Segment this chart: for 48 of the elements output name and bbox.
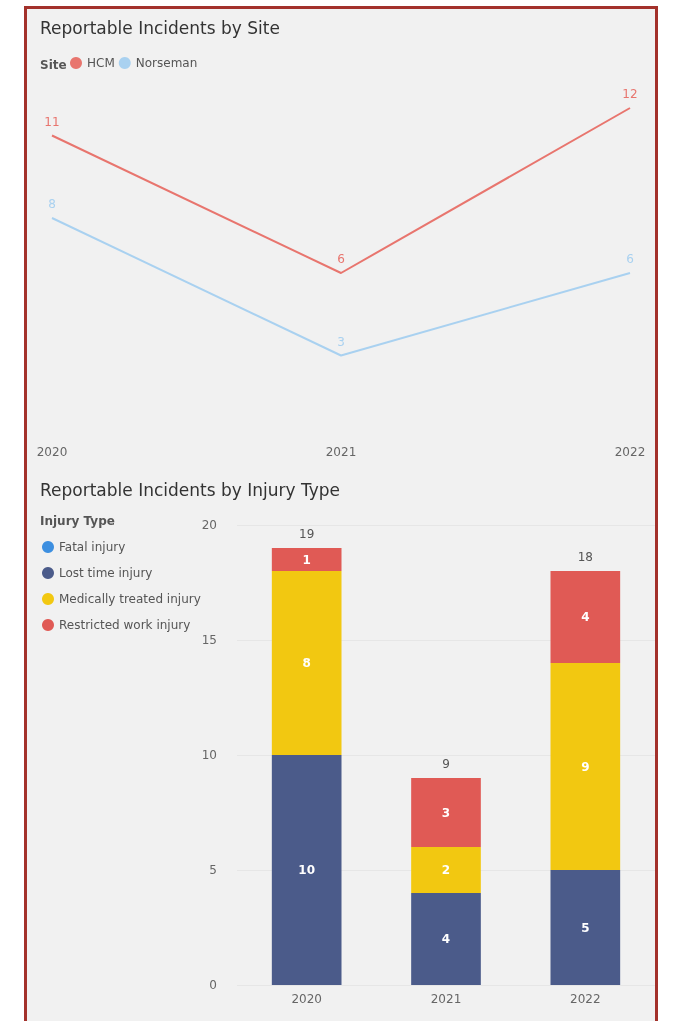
bar	[550, 663, 621, 870]
legend-label: Norseman	[135, 56, 198, 70]
data-label: 2	[441, 863, 451, 877]
legend-label: Medically treated injury	[59, 592, 201, 606]
y-tick-label: 15	[201, 633, 217, 647]
x-tick-label: 2020	[291, 992, 322, 1006]
data-label: 12	[622, 87, 638, 101]
data-label: 8	[48, 197, 56, 211]
data-label: 6	[337, 252, 345, 266]
y-tick-label: 5	[209, 863, 217, 877]
legend-label: HCM	[87, 56, 115, 70]
bar	[411, 778, 481, 847]
legend-title: Site	[40, 58, 67, 72]
total-label: 9	[442, 757, 450, 771]
y-tick-label: 20	[201, 518, 217, 532]
legend-label: Lost time injury	[59, 566, 153, 580]
x-tick-label: 2021	[325, 445, 357, 459]
data-label: 10	[298, 863, 316, 877]
bar	[271, 548, 342, 571]
data-label: 4	[581, 610, 590, 624]
x-tick-label: 2022	[570, 992, 601, 1006]
data-label: 4	[441, 932, 451, 946]
data-label: 3	[337, 334, 345, 349]
data-label: 11	[44, 114, 60, 129]
data-label: 1	[302, 552, 311, 567]
y-tick-label: 0	[209, 978, 217, 992]
bar	[550, 870, 621, 985]
total-label: 18	[577, 550, 593, 564]
data-label: 6	[626, 252, 634, 266]
bar	[550, 571, 621, 663]
x-tick-label: 2020	[36, 445, 68, 459]
bar	[411, 893, 481, 985]
bar	[271, 571, 342, 755]
x-tick-label: 2021	[430, 992, 462, 1006]
total-label: 19	[299, 527, 315, 541]
data-label: 5	[581, 920, 590, 935]
legend-title: Injury Type	[40, 514, 115, 528]
legend-label: Fatal injury	[59, 540, 126, 554]
chart-title: Reportable Incidents by Site	[40, 17, 280, 38]
x-tick-label: 2022	[614, 445, 646, 459]
data-label: 9	[581, 759, 590, 774]
data-label: 3	[441, 805, 451, 820]
chart-title: Reportable Incidents by Injury Type	[40, 479, 340, 500]
bar	[411, 847, 481, 893]
bar	[271, 755, 342, 985]
data-label: 8	[302, 656, 311, 670]
y-tick-label: 10	[201, 748, 217, 762]
legend-label: Restricted work injury	[59, 618, 191, 632]
